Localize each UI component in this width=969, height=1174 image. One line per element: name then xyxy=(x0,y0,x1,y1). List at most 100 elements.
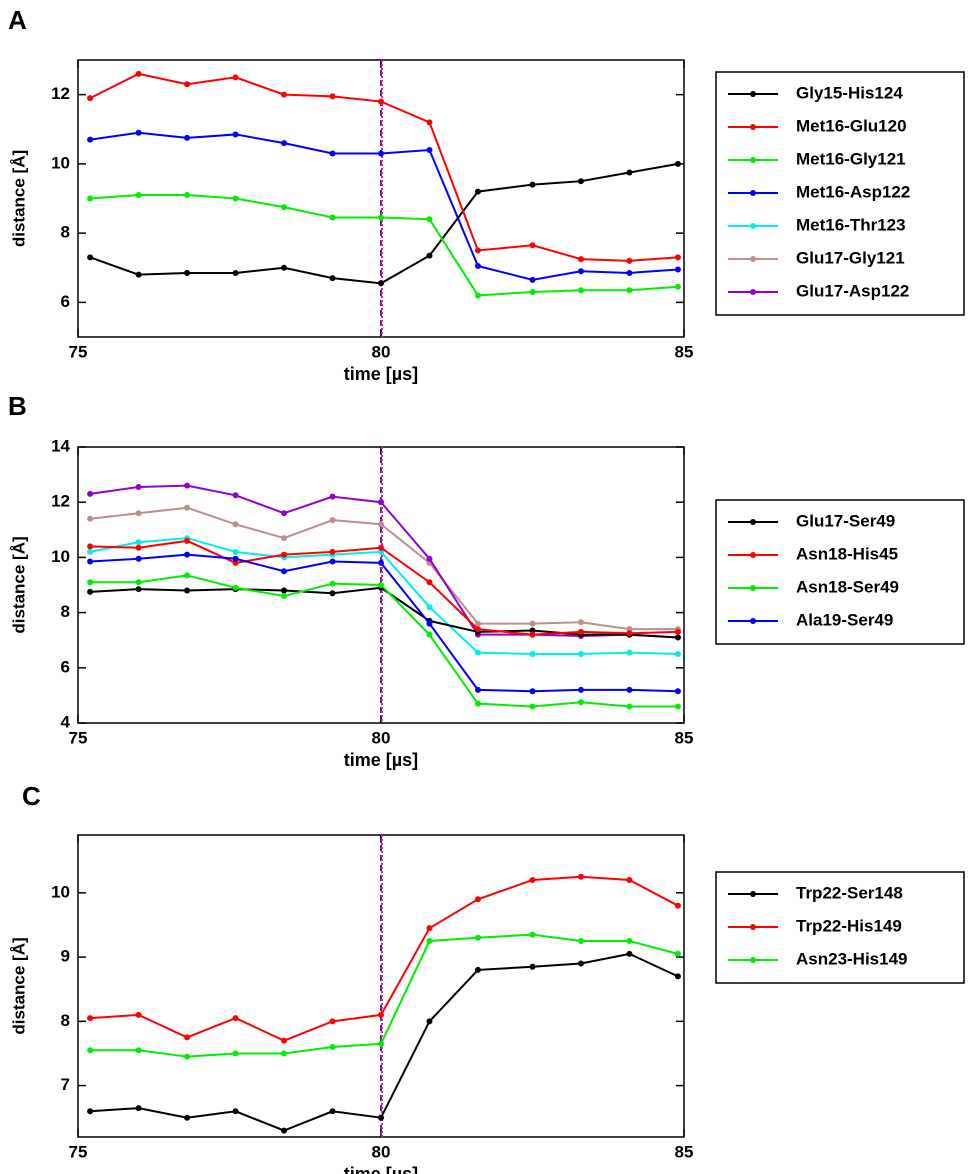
data-point xyxy=(281,1037,288,1044)
data-point xyxy=(577,873,584,880)
data-point xyxy=(329,580,336,587)
data-point xyxy=(87,254,94,261)
data-point xyxy=(135,1011,142,1018)
data-point xyxy=(281,587,288,594)
data-point xyxy=(281,140,288,147)
data-point xyxy=(281,568,288,575)
data-point xyxy=(135,484,142,491)
data-point xyxy=(378,150,384,157)
data-point xyxy=(626,938,633,945)
data-point xyxy=(474,620,481,627)
data-point xyxy=(674,973,681,980)
y-axis-label: distance [Å] xyxy=(9,937,28,1034)
data-point xyxy=(232,195,239,202)
y-tick-label: 7 xyxy=(61,1075,70,1094)
data-point xyxy=(329,590,336,597)
legend-swatch xyxy=(750,519,756,525)
data-point xyxy=(674,283,681,290)
legend-swatch xyxy=(750,585,756,591)
y-tick-label: 6 xyxy=(61,657,70,676)
y-tick-label: 10 xyxy=(51,153,70,172)
data-point xyxy=(426,555,433,562)
data-point xyxy=(577,960,584,967)
legend-swatch xyxy=(750,124,756,130)
x-axis-label: time [µs] xyxy=(344,750,418,770)
x-axis-label: time [µs] xyxy=(344,1164,418,1174)
panel-label: C xyxy=(22,781,41,811)
legend-label: Met16-Glu120 xyxy=(796,116,907,135)
data-point xyxy=(184,587,191,594)
data-point xyxy=(232,492,239,499)
data-point xyxy=(378,1040,384,1047)
x-tick-label: 75 xyxy=(69,728,88,747)
y-axis-label: distance [Å] xyxy=(9,536,28,633)
data-point xyxy=(426,620,433,627)
data-point xyxy=(87,195,94,202)
data-point xyxy=(329,93,336,100)
data-point xyxy=(281,204,288,211)
data-point xyxy=(87,490,94,497)
data-point xyxy=(378,280,384,287)
data-point xyxy=(626,630,633,637)
legend-label: Gly15-His124 xyxy=(796,83,903,102)
panel-label: B xyxy=(8,391,27,421)
data-point xyxy=(329,548,336,555)
data-point xyxy=(378,214,384,221)
legend-label: Glu17-Gly121 xyxy=(796,248,905,267)
legend-swatch xyxy=(750,924,756,930)
data-point xyxy=(577,651,584,657)
y-tick-label: 8 xyxy=(61,602,70,621)
data-point xyxy=(378,98,384,105)
data-point xyxy=(87,1047,94,1054)
data-point xyxy=(426,938,433,945)
data-point xyxy=(529,242,536,249)
data-point xyxy=(378,1011,384,1018)
data-point xyxy=(281,510,288,517)
data-point xyxy=(184,1034,191,1041)
data-point xyxy=(426,1018,433,1025)
data-point xyxy=(626,626,633,633)
data-point xyxy=(674,651,681,657)
data-point xyxy=(329,558,336,565)
data-point xyxy=(474,649,481,656)
data-point xyxy=(378,544,384,551)
data-point xyxy=(577,178,584,185)
legend-swatch xyxy=(750,957,756,963)
data-point xyxy=(674,902,681,909)
data-point xyxy=(87,1108,94,1115)
data-point xyxy=(474,263,481,270)
y-tick-label: 8 xyxy=(61,1011,70,1030)
data-point xyxy=(232,555,239,562)
data-point xyxy=(232,74,239,81)
legend-label: Trp22-Ser148 xyxy=(796,883,903,902)
data-point xyxy=(232,1108,239,1115)
data-point xyxy=(378,1114,384,1121)
data-point xyxy=(135,70,142,77)
data-point xyxy=(87,136,94,143)
y-tick-label: 8 xyxy=(61,223,70,242)
data-point xyxy=(577,938,584,945)
data-point xyxy=(135,192,142,199)
data-point xyxy=(281,1127,288,1134)
data-point xyxy=(626,269,633,276)
legend-label: Asn23-His149 xyxy=(796,949,908,968)
data-point xyxy=(87,543,94,550)
data-point xyxy=(135,555,142,562)
data-point xyxy=(281,593,288,600)
data-point xyxy=(329,275,336,282)
data-point xyxy=(626,169,633,176)
data-point xyxy=(674,688,681,695)
data-point xyxy=(378,582,384,588)
series-line xyxy=(89,131,679,281)
legend-swatch xyxy=(750,256,756,262)
data-point xyxy=(135,1047,142,1054)
data-point xyxy=(529,627,536,634)
x-axis-label: time [µs] xyxy=(344,364,418,384)
data-point xyxy=(626,950,633,957)
data-point xyxy=(281,91,288,98)
legend-label: Ala19-Ser49 xyxy=(796,610,893,629)
data-point xyxy=(529,651,536,657)
data-point xyxy=(329,150,336,157)
data-point xyxy=(674,634,681,641)
